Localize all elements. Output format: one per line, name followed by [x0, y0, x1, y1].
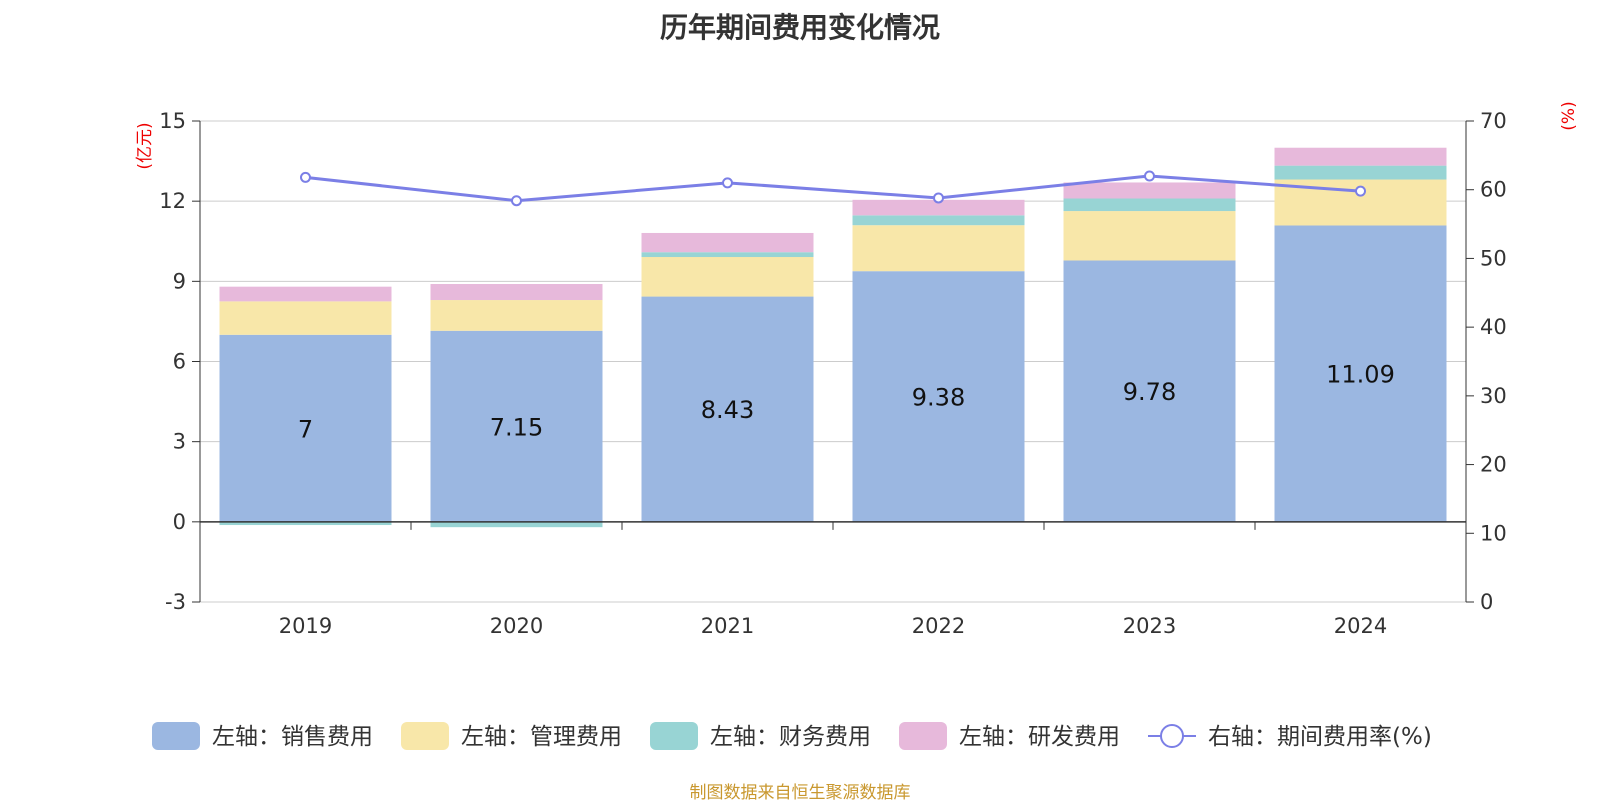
y-right-tick-label: 50 — [1480, 246, 1507, 270]
x-tick-label: 2022 — [912, 614, 965, 638]
legend-label-1: 左轴：销售费用 — [212, 724, 373, 750]
bar-segment-1 — [219, 334, 392, 522]
y-right-tick-label: 70 — [1480, 109, 1507, 133]
bar-segment-1 — [430, 330, 603, 522]
bar-segment-3 — [641, 252, 814, 258]
legend-swatch-2 — [401, 722, 449, 750]
bar-segment-1 — [1274, 225, 1447, 522]
rate-point — [1355, 185, 1366, 197]
bar-segment-4 — [1063, 182, 1236, 199]
bar-segment-1 — [1063, 260, 1236, 522]
y-right-tick-label: 30 — [1480, 384, 1507, 408]
bar-data-label: 9.78 — [1123, 378, 1176, 406]
bar-segment-3 — [1274, 165, 1447, 180]
y-right-tick-label: 60 — [1480, 178, 1507, 202]
x-tick-label: 2023 — [1123, 614, 1176, 638]
legend-label-5: 右轴：期间费用率(%) — [1208, 724, 1432, 750]
x-tick-label: 2024 — [1334, 614, 1387, 638]
bar-segment-1 — [852, 271, 1025, 522]
y-left-tick-label: 0 — [173, 510, 186, 534]
bar-stacks — [219, 147, 1447, 528]
bar-segment-3 — [852, 215, 1025, 226]
y-right-tick-label: 40 — [1480, 315, 1507, 339]
bar-data-label: 11.09 — [1326, 361, 1395, 389]
bar-segment-4 — [430, 284, 603, 301]
y-left-tick-label: 6 — [173, 350, 186, 374]
bar-segment-4 — [641, 232, 814, 253]
bar-segment-4 — [1274, 147, 1447, 166]
y-left-tick-label: 9 — [173, 269, 186, 293]
bar-segment-4 — [219, 286, 392, 302]
bar-segment-3 — [430, 521, 603, 528]
y-right-tick-label: 10 — [1480, 521, 1507, 545]
x-tick-label: 2019 — [279, 614, 332, 638]
legend-label-4: 左轴：研发费用 — [959, 724, 1120, 750]
bar-segment-3 — [1063, 198, 1236, 212]
x-tick-label: 2021 — [701, 614, 754, 638]
legend-swatch-3 — [650, 722, 698, 750]
rate-point — [722, 177, 733, 189]
y-left-tick-label: 15 — [159, 109, 186, 133]
y-right-tick-label: 20 — [1480, 453, 1507, 477]
data-labels: 7 7.15 8.43 9.38 9.78 11.09 — [298, 361, 1395, 444]
legend-swatch-1 — [152, 722, 200, 750]
bar-segment-2 — [852, 225, 1025, 272]
y-left-tick-label: 12 — [159, 189, 186, 213]
bar-data-label: 9.38 — [912, 384, 965, 412]
rate-point — [1144, 170, 1155, 182]
legend-label-2: 左轴：管理费用 — [461, 724, 622, 750]
bar-segment-2 — [219, 301, 392, 335]
y-right-unit-label: (%) — [1559, 101, 1579, 130]
bar-segment-4 — [852, 199, 1025, 216]
rate-point — [511, 195, 522, 207]
y-right-tick-label: 0 — [1480, 590, 1493, 614]
chart-title: 历年期间费用变化情况 — [659, 11, 940, 44]
legend-swatch-4 — [899, 722, 947, 750]
legend-label-3: 左轴：财务费用 — [710, 724, 871, 750]
source-note: 制图数据来自恒生聚源数据库 — [689, 783, 911, 803]
y-left-tick-label: -3 — [165, 590, 186, 614]
y-left-unit-label: (亿元) — [135, 122, 155, 169]
x-tick-label: 2020 — [490, 614, 543, 638]
bar-segment-2 — [641, 257, 814, 297]
bar-segment-1 — [641, 296, 814, 522]
rate-point — [933, 192, 944, 204]
rate-line — [300, 170, 1366, 207]
bar-segment-3 — [219, 521, 392, 526]
bar-segment-2 — [1063, 211, 1236, 261]
legend-line-circle — [1160, 724, 1184, 748]
legend: 左轴：销售费用 左轴：管理费用 左轴：财务费用 左轴：研发费用 右轴：期间费用率(%) — [152, 722, 1432, 750]
bar-data-label: 7.15 — [490, 413, 543, 441]
y-left-tick-label: 3 — [173, 430, 186, 454]
bar-segment-2 — [430, 300, 603, 331]
bar-data-label: 7 — [298, 415, 313, 443]
bar-data-label: 8.43 — [701, 396, 754, 424]
rate-point — [300, 171, 311, 183]
rate-line-path — [305, 174, 1361, 203]
